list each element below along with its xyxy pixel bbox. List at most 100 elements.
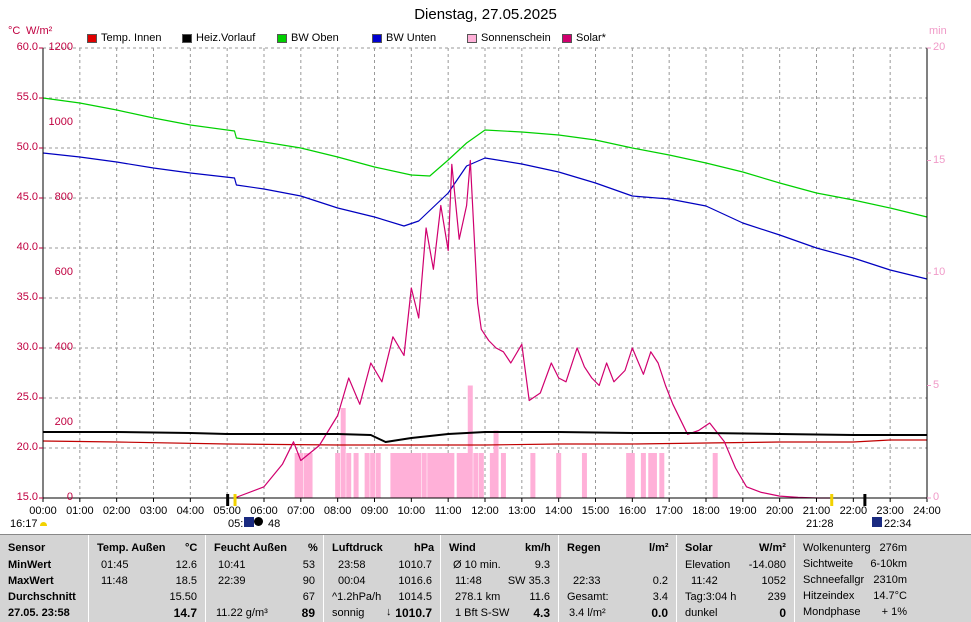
legend-label: Sonnenschein <box>481 32 551 44</box>
wind-current-value: 4.3 <box>533 606 550 620</box>
row-label-current: 27.05. 23:58 <box>8 607 70 619</box>
unit-wm2: W/m² <box>26 25 53 37</box>
y-tick-label-min: 15 <box>933 153 946 166</box>
humidity-unit: % <box>308 542 318 554</box>
moonset-time: 22:34 <box>884 518 912 530</box>
x-tick-label: 13:00 <box>508 505 536 517</box>
legend-label: Solar* <box>576 32 606 44</box>
y-tick-label-temp: 60.0 <box>16 41 38 53</box>
temp-min-value: 12.6 <box>175 559 197 571</box>
temp-unit: °C <box>185 542 198 554</box>
y-tick-label-temp: 55.0 <box>16 91 38 103</box>
sun-icon <box>40 522 47 526</box>
sunrise-time: 05: <box>228 518 244 530</box>
x-tick-label: 22:00 <box>839 505 868 517</box>
panel-humidity: Feucht Außen % 10:41 22:39 11.22 g/m³ 53… <box>205 535 323 622</box>
legend-item: Temp. Innen <box>87 32 162 44</box>
sunshine-bar <box>629 453 635 498</box>
wind-avg-value: 9.3 <box>534 559 550 571</box>
sunshine-bar <box>489 453 495 498</box>
cloud-base-label: Wolkenunterg <box>803 542 871 554</box>
rain-total-label: Gesamt: <box>567 591 609 603</box>
sunshine-bar <box>416 453 422 498</box>
sunshine-bar <box>405 453 411 498</box>
x-tick-label: 06:00 <box>250 505 278 517</box>
x-tick-label: 15:00 <box>581 505 610 517</box>
legend-label: BW Oben <box>291 32 339 44</box>
x-tick-label: 03:00 <box>139 505 168 517</box>
x-tick-label: 24:00 <box>913 505 941 517</box>
sunshine-bar <box>427 453 433 498</box>
row-label-max: MaxWert <box>8 575 54 587</box>
legend-swatch <box>467 33 477 43</box>
sunshine-bar <box>648 453 654 498</box>
cloud-base-value: 276m <box>879 542 907 554</box>
y-tick-label-temp: 25.0 <box>16 391 38 403</box>
y-tick-label-temp: 35.0 <box>16 291 38 303</box>
y-tick-label-wm2: 400 <box>54 341 73 353</box>
legend-label: Heiz.Vorlauf <box>196 32 256 44</box>
chart-title: Dienstag, 27.05.2025 <box>414 6 557 23</box>
sunshine-bar <box>307 453 313 498</box>
unit-temp: °C <box>8 25 21 37</box>
y-tick-label-temp: 40.0 <box>16 241 38 253</box>
y-tick-label-wm2: 600 <box>54 266 73 278</box>
sunshine-bar <box>438 453 444 498</box>
y-tick-label-wm2: 0 <box>66 491 73 503</box>
wind-head: Wind <box>449 542 476 554</box>
sunshine-bar <box>449 453 455 498</box>
sunshine-bar <box>390 453 396 498</box>
sunshine-bar <box>651 453 657 498</box>
x-tick-label: 07:00 <box>287 505 315 517</box>
panel-temp: Temp. Außen °C 01:45 11:48 12.6 18.5 15.… <box>88 535 205 622</box>
unit-min: min <box>929 25 947 37</box>
y-tick-label-min: 5 <box>933 378 940 391</box>
legend-swatch <box>277 33 287 43</box>
temp-max-time: 11:48 <box>101 575 128 587</box>
temp-max-value: 18.5 <box>175 575 197 587</box>
humidity-absolute: 11.22 g/m³ <box>216 607 268 619</box>
wind-distance: 278.1 km <box>455 591 501 603</box>
grid-lines <box>43 47 927 498</box>
sun-time-left: 16:17 <box>10 518 38 530</box>
solar-elevation-label: Elevation <box>685 559 731 571</box>
x-tick-label: 04:00 <box>176 505 205 517</box>
sensor-head: Sensor <box>8 542 46 554</box>
legend-label: BW Unten <box>386 32 437 44</box>
sunshine-bar <box>556 453 562 498</box>
pressure-current-value: 1010.7 <box>395 606 432 620</box>
wind-avg-label: Ø 10 min. <box>453 559 501 571</box>
legend-swatch <box>562 33 572 43</box>
solar-state: dunkel <box>685 607 718 619</box>
moon-phase-value: + 1% <box>881 606 907 618</box>
humidity-current-value: 89 <box>301 606 315 620</box>
temp-head: Temp. Außen <box>97 542 166 554</box>
rain-total-value: 3.4 <box>652 591 668 603</box>
sunshine-bar <box>335 453 341 498</box>
panel-misc: Wolkenunterg Sichtweite Schneefallgr Hit… <box>794 535 915 622</box>
humidity-max-time: 22:39 <box>218 575 246 587</box>
legend-swatch <box>372 33 382 43</box>
wind-max-time: 11:48 <box>455 575 482 587</box>
rain-max-value: 0.2 <box>652 575 668 587</box>
x-tick-label: 08:00 <box>323 505 352 517</box>
sunshine-bar <box>340 408 346 498</box>
y-tick-label-temp: 30.0 <box>16 341 38 353</box>
snowline-label: Schneefallgr <box>803 574 865 586</box>
rain-total-amount: 3.4 l/m² <box>569 607 606 619</box>
pressure-max-value: 1016.6 <box>398 575 432 587</box>
legend-item: BW Oben <box>277 32 339 44</box>
temp-avg-value: 15.50 <box>169 591 197 603</box>
y-tick-label-min: 20 <box>933 41 946 53</box>
sunshine-bars <box>294 385 718 498</box>
sunshine-bar <box>473 453 479 498</box>
moon-icon <box>254 517 263 526</box>
panel-wind: Wind km/h Ø 10 min. 11:48 278.1 km 1 Bft… <box>440 535 558 622</box>
x-tick-label: 01:00 <box>66 505 94 517</box>
sunshine-bar <box>581 453 587 498</box>
sunshine-bar <box>640 453 646 498</box>
moon-phase-label: Mondphase <box>803 606 861 618</box>
sunshine-bar <box>394 453 400 498</box>
heat-index-value: 14.7°C <box>873 590 907 602</box>
humidity-min-value: 53 <box>302 559 315 571</box>
